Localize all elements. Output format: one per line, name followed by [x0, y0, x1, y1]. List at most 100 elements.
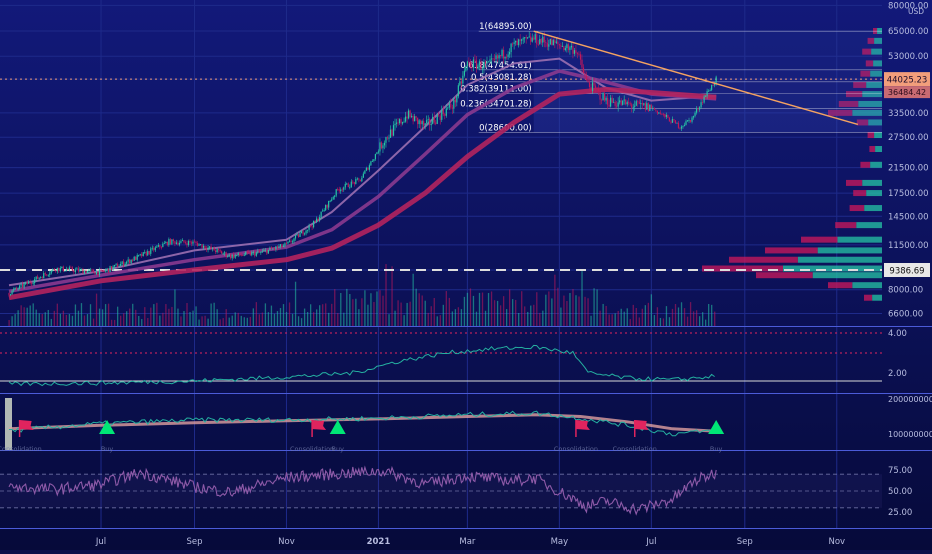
candle-body — [629, 103, 631, 105]
volume-bar — [177, 308, 179, 326]
candle-body — [533, 37, 535, 40]
volume-bar — [303, 308, 306, 326]
candle-body — [593, 82, 595, 86]
volume-bar — [98, 308, 101, 326]
candle-body — [705, 96, 707, 97]
volume-bar — [126, 311, 128, 326]
candle-body — [709, 90, 711, 91]
candle-body — [566, 44, 568, 49]
candle-body — [288, 240, 291, 242]
candle-body — [421, 121, 423, 125]
volume-bar — [505, 309, 508, 326]
candle-body — [367, 167, 369, 170]
volume-bar — [382, 295, 384, 326]
candle-body — [192, 241, 194, 244]
volume-bar — [101, 309, 104, 326]
candle-body — [252, 251, 254, 253]
volume-bar — [68, 314, 71, 326]
candle-body — [195, 241, 197, 244]
volume-profile-bar — [729, 256, 798, 263]
candle-body — [303, 233, 306, 235]
candle-body — [401, 122, 404, 124]
candle-body — [454, 99, 456, 103]
candle-body — [625, 99, 627, 105]
candle-body — [264, 250, 266, 252]
buy-signal-marker — [99, 420, 116, 434]
volume-bar — [337, 313, 339, 326]
volume-bar — [557, 287, 559, 326]
volume-bar — [668, 317, 671, 326]
secondary-price-badge — [884, 86, 930, 99]
volume-profile-bar — [846, 91, 863, 98]
candle-body — [124, 263, 126, 266]
secondary-price-badge-label: 36484.42 — [888, 88, 926, 97]
volume-bar — [632, 304, 634, 326]
candle-body — [459, 81, 461, 86]
candle-body — [667, 115, 669, 118]
volume-bar — [439, 315, 441, 326]
volume-profile-bar — [702, 265, 783, 272]
signal-label: Buy — [101, 445, 114, 453]
volume-bar — [309, 304, 312, 326]
candle-body — [616, 105, 618, 107]
candle-body — [28, 281, 30, 284]
volume-bar — [334, 289, 336, 326]
candle-body — [130, 259, 132, 264]
candle-body — [117, 264, 119, 268]
candle-body — [391, 129, 393, 136]
candle-body — [255, 252, 257, 256]
candle-body — [9, 294, 12, 296]
candle-body — [341, 189, 343, 191]
candle-body — [698, 107, 701, 110]
sell-flag-marker — [19, 420, 34, 430]
candle-body — [349, 187, 351, 188]
candle-body — [67, 269, 69, 271]
candle-body — [594, 85, 597, 89]
volume-bar — [138, 315, 140, 326]
candle-body — [299, 233, 301, 237]
volume-bar — [518, 312, 520, 326]
candle-body — [23, 283, 25, 288]
candle-body — [160, 246, 162, 248]
volume-bar — [86, 314, 89, 326]
volume-bar — [665, 306, 668, 326]
candle-body — [228, 254, 230, 257]
candle-body — [270, 247, 272, 249]
candle-body — [406, 116, 408, 119]
volume-bar — [135, 309, 137, 326]
candle-body — [641, 103, 643, 105]
candle-body — [100, 269, 102, 271]
volume-bar — [578, 296, 580, 326]
fib-level-label: 0.5(43081.28) — [471, 73, 532, 83]
volume-bar — [686, 316, 689, 326]
volume-bar — [376, 291, 378, 326]
volume-bar — [689, 302, 692, 326]
candle-body — [545, 42, 547, 43]
time-axis-label: Nov — [278, 537, 295, 547]
volume-bar — [493, 300, 496, 326]
volume-bar — [412, 273, 414, 326]
volume-profile-bar — [783, 265, 882, 272]
volume-bar — [472, 295, 475, 326]
indicator-2-range-marker — [5, 398, 12, 450]
candle-body — [365, 167, 367, 171]
volume-bar — [225, 309, 227, 326]
candle-body — [147, 251, 149, 256]
candle-body — [588, 82, 591, 88]
candle-body — [123, 261, 125, 266]
volume-bar — [496, 300, 499, 326]
volume-bar — [641, 308, 643, 326]
signal-label: Consolidation — [613, 445, 657, 453]
candle-body — [632, 106, 634, 108]
volume-bar — [463, 296, 466, 326]
volume-bar — [674, 303, 677, 326]
volume-bar — [608, 314, 610, 326]
volume-bar — [385, 264, 387, 326]
candle-body — [106, 268, 108, 271]
candle-body — [103, 271, 105, 273]
volume-bar — [153, 304, 155, 326]
candle-body — [415, 116, 417, 118]
volume-bar — [35, 309, 37, 326]
volume-bar — [237, 312, 239, 326]
